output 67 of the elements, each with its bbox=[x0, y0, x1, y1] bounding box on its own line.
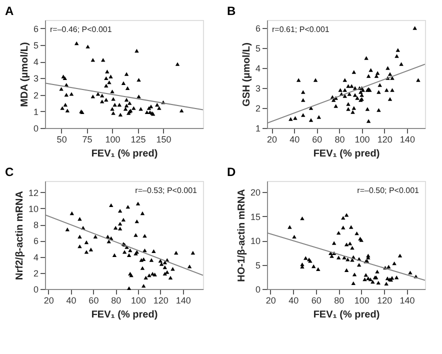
y-tick-label: 4 bbox=[33, 57, 38, 68]
y-tick-label: 8 bbox=[33, 220, 38, 230]
y-axis-title: MDA (μmol/L) bbox=[19, 42, 30, 107]
x-tick-label: 20 bbox=[267, 134, 278, 144]
annotation: r=–0.53; P<0.001 bbox=[135, 186, 198, 195]
y-tick-label: 20 bbox=[250, 188, 260, 198]
y-axis-title: GSH (μmol/L) bbox=[241, 42, 252, 106]
x-tick-label: 100 bbox=[354, 296, 370, 306]
chart-title: B bbox=[227, 4, 236, 18]
y-tick-label: 3 bbox=[33, 74, 38, 84]
x-tick-label: 100 bbox=[130, 296, 146, 306]
x-tick-label: 40 bbox=[288, 296, 299, 306]
x-tick-label: 80 bbox=[334, 296, 344, 306]
y-tick-label: 0 bbox=[33, 284, 38, 294]
x-tick-label: 40 bbox=[290, 134, 300, 144]
y-tick-label: 6 bbox=[255, 24, 260, 34]
x-axis-title: FEV₁ (% pred) bbox=[313, 148, 380, 160]
x-tick-label: 60 bbox=[312, 134, 322, 144]
x-tick-label: 120 bbox=[153, 296, 168, 306]
y-tick-label: 5 bbox=[33, 40, 38, 50]
annotation: r=–0.50; P<0.001 bbox=[357, 186, 420, 195]
y-tick-label: 4 bbox=[33, 252, 38, 262]
y-tick-label: 5 bbox=[255, 260, 260, 270]
y-tick-label: 2 bbox=[33, 268, 38, 278]
x-tick-label: 120 bbox=[377, 296, 392, 306]
x-tick-label: 100 bbox=[354, 134, 370, 144]
x-tick-label: 120 bbox=[377, 134, 392, 144]
y-tick-label: 12 bbox=[28, 188, 38, 198]
x-tick-label: 20 bbox=[266, 296, 276, 306]
y-tick-label: 0 bbox=[33, 124, 38, 134]
x-tick-label: 75 bbox=[82, 134, 92, 144]
y-tick-label: 4 bbox=[255, 64, 260, 74]
y-tick-label: 3 bbox=[255, 84, 260, 94]
y-tick-label: 1 bbox=[255, 124, 260, 134]
x-tick-label: 20 bbox=[44, 296, 54, 306]
chart-title: C bbox=[5, 165, 14, 179]
y-tick-label: 6 bbox=[33, 236, 38, 246]
x-tick-label: 40 bbox=[66, 296, 76, 306]
y-tick-label: 6 bbox=[33, 24, 38, 34]
annotation: r=–0.46; P<0.001 bbox=[50, 25, 112, 34]
x-tick-label: 100 bbox=[105, 134, 120, 144]
y-tick-label: 2 bbox=[255, 104, 260, 114]
x-tick-label: 125 bbox=[130, 134, 146, 144]
x-tick-label: 140 bbox=[400, 134, 415, 144]
y-axis-title: Nrf2/β-actin mRNA bbox=[14, 191, 26, 280]
x-tick-label: 140 bbox=[400, 296, 415, 306]
x-axis-title: FEV₁ (% pred) bbox=[313, 310, 380, 320]
y-tick-label: 15 bbox=[250, 212, 260, 222]
chart-title: D bbox=[227, 165, 236, 179]
y-axis-title: HO-1/β-actin mRNA bbox=[236, 189, 248, 282]
y-tick-label: 0 bbox=[255, 284, 260, 294]
x-tick-label: 50 bbox=[56, 134, 67, 144]
x-tick-label: 80 bbox=[334, 134, 345, 144]
y-tick-label: 5 bbox=[255, 44, 260, 54]
x-tick-label: 60 bbox=[311, 296, 322, 306]
y-tick-label: 10 bbox=[28, 204, 38, 214]
y-tick-label: 10 bbox=[250, 236, 260, 246]
x-tick-label: 140 bbox=[176, 296, 191, 306]
annotation: r=0.61; P<0.001 bbox=[272, 25, 330, 34]
x-axis-title: FEV₁ (% pred) bbox=[91, 148, 158, 160]
y-tick-label: 1 bbox=[33, 106, 38, 117]
x-tick-label: 150 bbox=[156, 134, 172, 144]
x-tick-label: 80 bbox=[111, 296, 122, 306]
x-tick-label: 60 bbox=[88, 296, 99, 306]
x-axis-title: FEV₁ (% pred) bbox=[91, 310, 158, 320]
y-tick-label: 2 bbox=[33, 90, 38, 100]
chart-title: A bbox=[5, 4, 14, 18]
